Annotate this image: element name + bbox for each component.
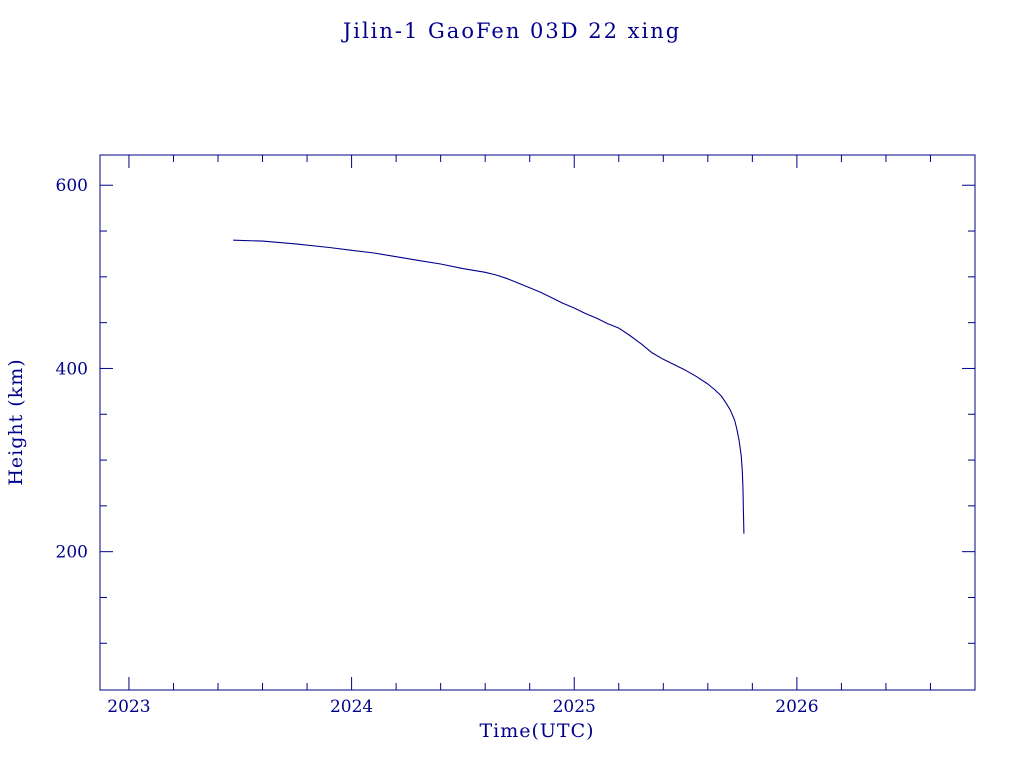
x-tick-label: 2024 [330,697,373,717]
x-tick-label: 2025 [553,697,596,717]
plot-frame [99,154,976,691]
orbit-decay-line [233,239,745,534]
plot-area: 2023 2024 2025 2026 200 400 600 [56,154,976,717]
y-tick-label: 600 [56,176,88,196]
y-axis-label: Height (km) [5,358,27,485]
x-tick-label: 2026 [775,697,818,717]
y-tick-label: 200 [56,543,88,563]
y-tick-label: 400 [56,359,88,379]
chart-title: Jilin-1 GaoFen 03D 22 xing [341,19,681,43]
x-tick-label: 2023 [107,697,150,717]
x-axis-label: Time(UTC) [479,720,594,742]
